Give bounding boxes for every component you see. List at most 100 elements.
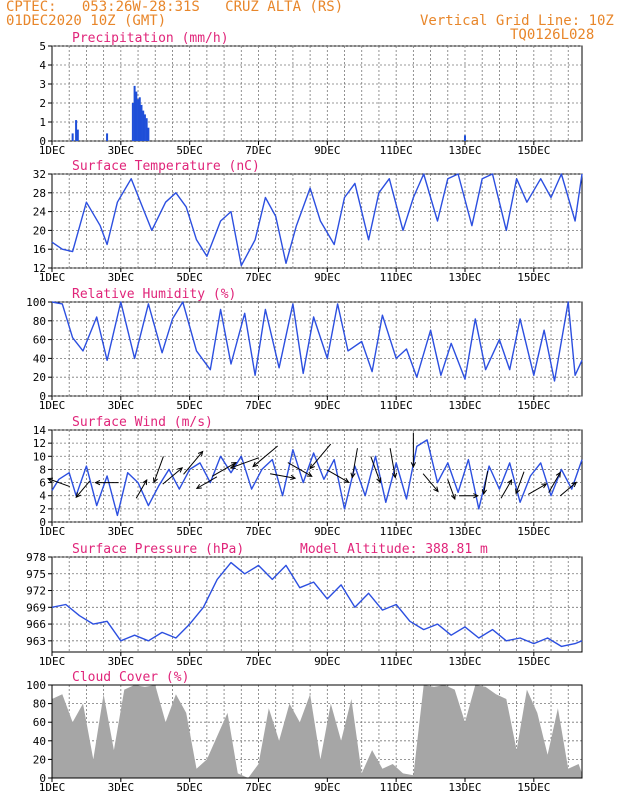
- grid-line-note: Vertical Grid Line: 10Z: [420, 13, 614, 29]
- x-tick-label: 11DEC: [380, 525, 413, 538]
- wind-arrow: [211, 462, 237, 477]
- y-tick-label: 40: [33, 735, 46, 748]
- wind-arrow-head: [473, 493, 479, 499]
- y-tick-label: 10: [33, 450, 46, 463]
- y-tick-label: 8: [39, 463, 46, 476]
- x-tick-label: 3DEC: [108, 399, 135, 412]
- wind-arrow: [230, 457, 259, 469]
- y-tick-label: 20: [33, 224, 46, 237]
- wind-arrow-head: [94, 479, 101, 486]
- y-tick-label: 80: [33, 315, 46, 328]
- wind-arrow-head: [343, 477, 350, 483]
- y-tick-label: 975: [26, 568, 46, 581]
- x-tick-label: 1DEC: [39, 655, 66, 668]
- wind-arrow: [287, 462, 312, 477]
- wind-arrow-head: [177, 467, 184, 473]
- wind-arrow-head: [75, 492, 81, 499]
- series-line: [51, 439, 583, 517]
- wind-arrow-head: [481, 489, 487, 496]
- wind-arrow: [447, 479, 456, 500]
- wind-arrow-head: [450, 493, 456, 501]
- x-tick-label: 11DEC: [380, 781, 413, 794]
- wind-arrow-head: [46, 477, 54, 483]
- x-tick-label: 5DEC: [176, 781, 203, 794]
- wind-arrow-head: [555, 471, 561, 478]
- y-tick-label: 0: [39, 135, 46, 148]
- wind-arrow: [500, 479, 512, 499]
- wind-arrow-head: [252, 461, 259, 468]
- wind-arrow: [559, 482, 577, 497]
- y-tick-label: 0: [39, 772, 46, 785]
- wind-arrow-head: [515, 488, 521, 495]
- y-tick-label: 60: [33, 716, 46, 729]
- wind-arrow: [370, 456, 381, 483]
- x-tick-label: 9DEC: [314, 399, 341, 412]
- x-tick-label: 3DEC: [108, 525, 135, 538]
- wind-arrow-head: [306, 471, 313, 477]
- y-tick-label: 16: [33, 243, 46, 256]
- wind-arrow: [162, 467, 183, 485]
- wind-arrow-head: [571, 481, 578, 488]
- wind-arrow: [527, 483, 547, 495]
- wind-arrow-head: [433, 486, 439, 493]
- wind-arrow: [422, 473, 439, 492]
- wind-arrow-head: [152, 477, 158, 484]
- x-tick-label: 15DEC: [517, 525, 550, 538]
- wind-arrow-head: [376, 477, 382, 484]
- station-header: CPTEC: 053:26W-28:31S CRUZ ALTA (RS): [6, 0, 344, 15]
- x-tick-label: 3DEC: [108, 144, 135, 157]
- x-tick-label: 3DEC: [108, 655, 135, 668]
- wind-arrow: [135, 479, 148, 499]
- x-tick-label: 13DEC: [448, 144, 481, 157]
- cloud-area: [52, 685, 582, 778]
- y-tick-label: 100: [26, 296, 46, 309]
- precip-bar: [143, 114, 146, 141]
- y-tick-label: 972: [26, 585, 46, 598]
- x-tick-label: 1DEC: [39, 144, 66, 157]
- y-tick-label: 20: [33, 753, 46, 766]
- x-tick-label: 11DEC: [380, 399, 413, 412]
- x-tick-label: 7DEC: [245, 525, 272, 538]
- wind-arrow-head: [142, 479, 148, 486]
- y-tick-label: 963: [26, 635, 46, 648]
- wind-arrow-head: [290, 474, 297, 481]
- wind-arrow-head: [229, 464, 236, 469]
- x-tick-label: 5DEC: [176, 399, 203, 412]
- x-tick-label: 9DEC: [314, 144, 341, 157]
- x-tick-label: 7DEC: [245, 399, 272, 412]
- panel-title: Surface Temperature (nC): [72, 159, 260, 174]
- panel-4: 963 966 969 972 975 978 1DEC 3DEC 5DEC 7DEC 9DEC 11…: [26, 542, 583, 668]
- wind-arrow-head: [195, 483, 202, 489]
- x-tick-label: 13DEC: [448, 655, 481, 668]
- y-tick-label: 3: [39, 78, 46, 91]
- x-tick-label: 15DEC: [517, 781, 550, 794]
- model-id: TQ0126L028: [510, 27, 595, 43]
- wind-arrow: [309, 443, 332, 469]
- y-tick-label: 6: [39, 477, 46, 490]
- y-tick-label: 12: [33, 262, 46, 275]
- x-tick-label: 5DEC: [176, 655, 203, 668]
- y-tick-label: 1: [39, 116, 46, 129]
- x-tick-label: 13DEC: [448, 781, 481, 794]
- wind-arrow-head: [507, 479, 513, 486]
- y-tick-label: 5: [39, 40, 46, 53]
- wind-arrow-head: [231, 461, 238, 467]
- panel-title: Cloud Cover (%): [72, 670, 189, 685]
- y-tick-label: 100: [26, 679, 46, 692]
- x-tick-label: 15DEC: [517, 271, 550, 284]
- x-tick-label: 7DEC: [245, 144, 272, 157]
- wind-arrow: [483, 471, 489, 495]
- x-tick-label: 1DEC: [39, 525, 66, 538]
- precip-bar: [463, 135, 466, 141]
- panel-annotation: Model Altitude: 388.81 m: [300, 542, 488, 557]
- panel-0: 0 1 2 3 4 5 1DEC 3DEC 5DEC 7DEC 9DEC 11DEC 13DEC 15DE…: [39, 31, 583, 157]
- y-tick-label: 28: [33, 187, 46, 200]
- x-tick-label: 7DEC: [245, 781, 272, 794]
- panel-2: 0 20 40 60 80 100 1DEC 3DEC 5DEC 7DEC 9DEC 11DEC 13D…: [26, 287, 583, 412]
- y-tick-label: 2: [39, 503, 46, 516]
- wind-arrow-head: [350, 472, 356, 479]
- y-tick-label: 0: [39, 516, 46, 529]
- wind-arrow-head: [309, 463, 315, 470]
- panel-5: 0 20 40 60 80 100 1DEC 3DEC 5DEC 7DEC 9DEC 11DEC 13D…: [26, 670, 583, 794]
